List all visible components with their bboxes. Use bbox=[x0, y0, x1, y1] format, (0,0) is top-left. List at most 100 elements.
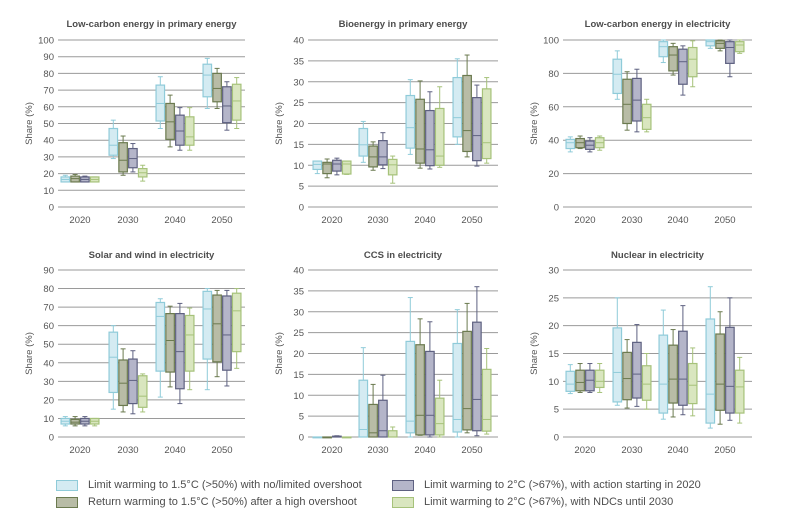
y-tick-label: 25 bbox=[293, 98, 304, 109]
box-1.5C-low-OS-2050 bbox=[202, 288, 213, 391]
y-tick-label: 20 bbox=[293, 349, 304, 360]
box-1.5C-high-OS-2050 bbox=[462, 54, 472, 158]
box-iqr bbox=[118, 142, 128, 173]
box-2C-NDC-2020 bbox=[89, 417, 100, 427]
x-tick-label: 2030 bbox=[117, 215, 138, 226]
box-1.5C-low-OS-2040 bbox=[155, 76, 166, 130]
panel-2: Bioenergy in primary energy Share (%) 0 5 10… bbox=[274, 19, 498, 226]
y-tick-label: 0 bbox=[554, 203, 559, 214]
box-1.5C-low-OS-2020 bbox=[312, 436, 323, 439]
box-2C-2020-2050 bbox=[472, 286, 482, 437]
y-tick-label: 5 bbox=[299, 412, 304, 423]
box-2C-NDC-2040 bbox=[434, 86, 445, 168]
box-iqr bbox=[358, 127, 369, 157]
box-2C-2020-2050 bbox=[222, 81, 232, 131]
y-tick-label: 35 bbox=[293, 286, 304, 297]
y-tick-label: 30 bbox=[548, 266, 559, 277]
box-2C-2020-2020 bbox=[332, 157, 342, 176]
box-1.5C-high-OS-2040 bbox=[668, 329, 678, 418]
box-1.5C-low-OS-2020 bbox=[312, 160, 323, 175]
box-iqr bbox=[472, 321, 482, 432]
box-iqr bbox=[462, 330, 472, 431]
box-iqr bbox=[175, 114, 185, 146]
box-iqr bbox=[387, 158, 398, 176]
box-1.5C-high-OS-2020 bbox=[322, 436, 332, 439]
box-2C-2020-2030 bbox=[378, 132, 388, 170]
y-tick-label: 25 bbox=[293, 328, 304, 339]
box-2C-2020-2040 bbox=[425, 91, 435, 170]
x-tick-label: 2030 bbox=[367, 445, 388, 456]
box-2C-2020-2040 bbox=[175, 302, 185, 405]
box-2C-NDC-2030 bbox=[387, 155, 398, 184]
legend-item-2c-ndcs-2030[interactable]: Limit warming to 2°C (>67%), with NDCs u… bbox=[392, 496, 673, 508]
legend-item-2c-action-2020[interactable]: Limit warming to 2°C (>67%), with action… bbox=[392, 479, 701, 491]
box-1.5C-high-OS-2030 bbox=[118, 135, 128, 176]
box-1.5C-low-OS-2040 bbox=[405, 297, 416, 438]
box-iqr bbox=[108, 127, 119, 156]
box-1.5C-high-OS-2050 bbox=[212, 289, 222, 378]
x-tick-label: 2040 bbox=[414, 215, 435, 226]
box-1.5C-low-OS-2050 bbox=[202, 57, 213, 109]
box-2C-2020-2040 bbox=[678, 45, 688, 96]
box-iqr bbox=[312, 160, 323, 171]
box-1.5C-high-OS-2040 bbox=[165, 305, 175, 388]
box-iqr bbox=[632, 341, 642, 399]
box-iqr bbox=[128, 358, 138, 405]
box-iqr bbox=[678, 48, 688, 85]
box-1.5C-low-OS-2020 bbox=[60, 416, 71, 427]
box-1.5C-low-OS-2050 bbox=[452, 309, 463, 438]
box-iqr bbox=[378, 140, 388, 166]
box-1.5C-high-OS-2030 bbox=[622, 339, 632, 409]
legend-item-1-5c-high-overshoot[interactable]: Return warming to 1.5°C (>50%) after a h… bbox=[56, 496, 357, 508]
box-1.5C-high-OS-2030 bbox=[622, 71, 632, 131]
box-iqr bbox=[341, 160, 352, 175]
box-iqr bbox=[425, 109, 435, 167]
x-tick-label: 2030 bbox=[117, 445, 138, 456]
box-iqr bbox=[231, 292, 242, 353]
box-1.5C-high-OS-2050 bbox=[212, 67, 222, 109]
box-2C-NDC-2030 bbox=[387, 426, 398, 438]
box-1.5C-low-OS-2040 bbox=[658, 39, 669, 64]
box-2C-NDC-2020 bbox=[594, 135, 605, 151]
legend-swatch bbox=[392, 496, 414, 508]
x-tick-label: 2030 bbox=[621, 215, 642, 226]
y-tick-label: 60 bbox=[548, 102, 559, 113]
y-tick-label: 80 bbox=[43, 69, 54, 80]
y-tick-label: 10 bbox=[293, 161, 304, 172]
y-tick-label: 0 bbox=[299, 203, 304, 214]
box-1.5C-high-OS-2030 bbox=[118, 348, 128, 413]
box-iqr bbox=[622, 78, 632, 125]
box-2C-NDC-2050 bbox=[734, 39, 745, 54]
box-2C-2020-2030 bbox=[632, 68, 642, 133]
box-iqr bbox=[378, 399, 388, 438]
x-tick-label: 2040 bbox=[667, 215, 688, 226]
y-axis-label: Share (%) bbox=[24, 332, 35, 375]
box-1.5C-low-OS-2020 bbox=[565, 364, 576, 395]
y-axis-label: Share (%) bbox=[274, 102, 285, 145]
box-iqr bbox=[715, 40, 725, 49]
box-2C-2020-2050 bbox=[725, 39, 735, 78]
legend-swatch bbox=[392, 479, 414, 491]
box-2C-NDC-2020 bbox=[341, 160, 352, 175]
box-iqr bbox=[202, 63, 213, 98]
y-tick-label: 40 bbox=[43, 358, 54, 369]
box-1.5C-high-OS-2050 bbox=[715, 39, 725, 52]
box-1.5C-low-OS-2050 bbox=[705, 39, 716, 49]
legend-item-1-5c-low-overshoot[interactable]: Limit warming to 1.5°C (>50%) with no/li… bbox=[56, 479, 362, 491]
box-iqr bbox=[212, 294, 222, 363]
box-2C-NDC-2050 bbox=[231, 77, 242, 130]
x-tick-label: 2020 bbox=[321, 215, 342, 226]
y-tick-label: 10 bbox=[293, 391, 304, 402]
x-tick-label: 2040 bbox=[164, 215, 185, 226]
box-1.5C-high-OS-2020 bbox=[575, 135, 585, 150]
box-2C-2020-2040 bbox=[678, 305, 688, 416]
box-1.5C-low-OS-2050 bbox=[452, 58, 463, 145]
y-tick-label: 40 bbox=[293, 36, 304, 47]
y-tick-label: 15 bbox=[293, 370, 304, 381]
box-iqr bbox=[705, 318, 716, 424]
box-1.5C-high-OS-2020 bbox=[70, 416, 80, 427]
box-iqr bbox=[387, 430, 398, 438]
y-tick-label: 0 bbox=[49, 203, 54, 214]
